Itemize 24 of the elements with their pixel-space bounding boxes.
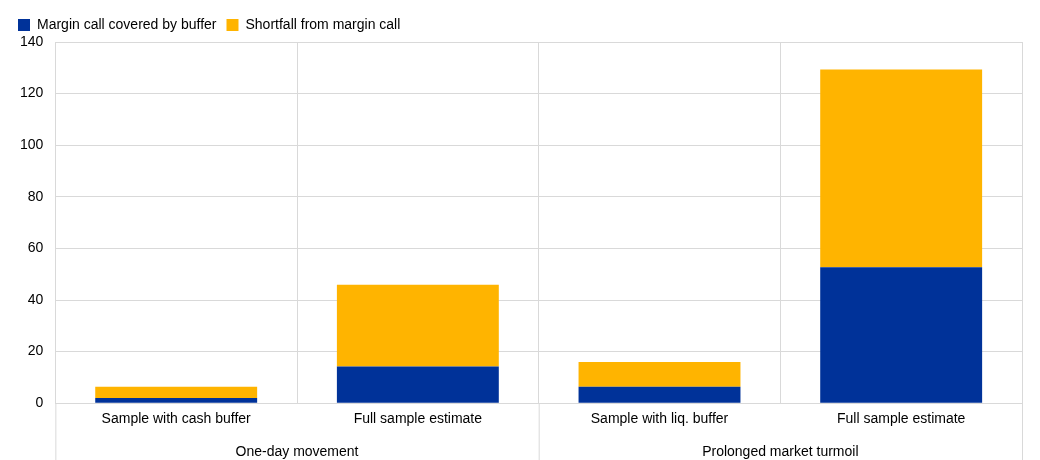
legend-label: Margin call covered by buffer (37, 15, 217, 32)
y-tick-label: 140 (20, 32, 44, 49)
bar (336, 366, 499, 403)
text: Prolonged market turmoil (702, 442, 859, 459)
y-tick-label: 80 (27, 187, 44, 204)
bar (336, 284, 499, 367)
y-tick-label: 40 (27, 290, 44, 307)
x-tick-label: Full sample estimate (836, 410, 966, 427)
x-tick-label: Sample with liq. buffer (590, 410, 729, 427)
y-tick-label: 120 (20, 84, 44, 101)
bar (820, 267, 983, 403)
bar (95, 386, 258, 399)
bar (578, 361, 741, 387)
bar (820, 69, 983, 268)
y-tick-label: 20 (27, 342, 44, 359)
bar (95, 398, 258, 403)
legend-label: Shortfall from margin call (245, 15, 401, 32)
y-tick-label: 100 (20, 136, 44, 153)
bar (578, 386, 741, 403)
y-tick-label: 60 (27, 239, 44, 256)
x-tick-label: Full sample estimate (353, 410, 483, 427)
x-tick-label: Sample with cash buffer (101, 410, 252, 427)
y-tick-label: 0 (35, 394, 44, 411)
text: One-day movement (235, 442, 359, 459)
